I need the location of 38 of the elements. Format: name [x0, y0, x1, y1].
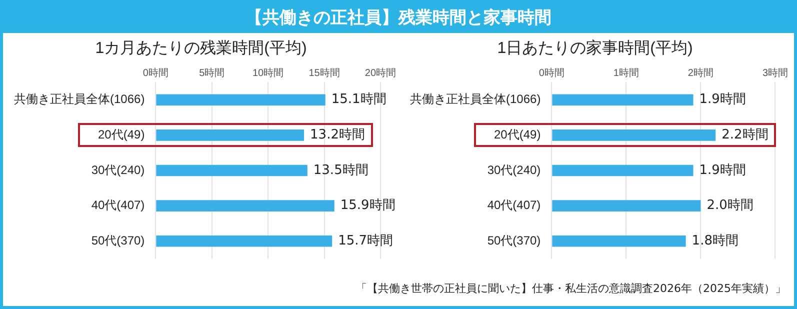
x-tick-label: 10時間: [252, 66, 284, 79]
y-tick-label: 共働き正社員全体(1066): [14, 92, 145, 106]
x-tick-label: 0時間: [538, 66, 564, 79]
y-tick-label: 20代(49): [494, 127, 541, 142]
bar: [156, 200, 334, 212]
data-label: 1.8時間: [692, 234, 738, 249]
y-tick-label: 共働き正社員全体(1066): [410, 92, 541, 106]
bar: [156, 94, 326, 106]
y-tick-label: 40代(407): [91, 198, 145, 212]
data-label: 1.9時間: [699, 162, 746, 178]
bar: [156, 130, 304, 141]
text: 【共働きの正社員】残業時間と家事時間: [3, 3, 794, 33]
y-tick-label: 30代(240): [91, 162, 145, 177]
y-tick-label: 50代(370): [91, 233, 145, 248]
bar: [156, 235, 332, 247]
x-tick-label: 2時間: [688, 66, 714, 79]
bar: [156, 164, 308, 176]
chart-title: 1日あたりの家事時間(平均): [497, 39, 693, 58]
data-label: 13.2時間: [310, 128, 365, 143]
data-label: 15.1時間: [331, 92, 386, 108]
data-label: 15.9時間: [340, 198, 396, 214]
x-tick-label: 5時間: [199, 66, 225, 79]
data-label: 2.2時間: [722, 128, 768, 143]
y-tick-label: 30代(240): [487, 162, 541, 177]
y-tick-label: 20代(49): [98, 127, 145, 142]
data-label: 15.7時間: [338, 234, 394, 249]
x-tick-label: 1時間: [613, 66, 639, 79]
x-tick-label: 20時間: [364, 66, 396, 79]
data-label: 13.5時間: [313, 162, 368, 178]
data-label: 2.0時間: [706, 198, 754, 214]
data-label: 1.9時間: [699, 92, 746, 108]
text: 「【共働き世帯の正社員に聞いた】仕事・私生活の意識調査2026年（2025年実績）」: [356, 281, 786, 296]
x-tick-label: 3時間: [762, 66, 788, 79]
x-tick-label: 15時間: [308, 66, 340, 79]
y-tick-label: 40代(407): [487, 198, 541, 212]
y-tick-label: 50代(370): [487, 233, 541, 248]
x-tick-label: 0時間: [142, 66, 168, 79]
chart-title: 1カ月あたりの残業時間(平均): [95, 39, 307, 58]
